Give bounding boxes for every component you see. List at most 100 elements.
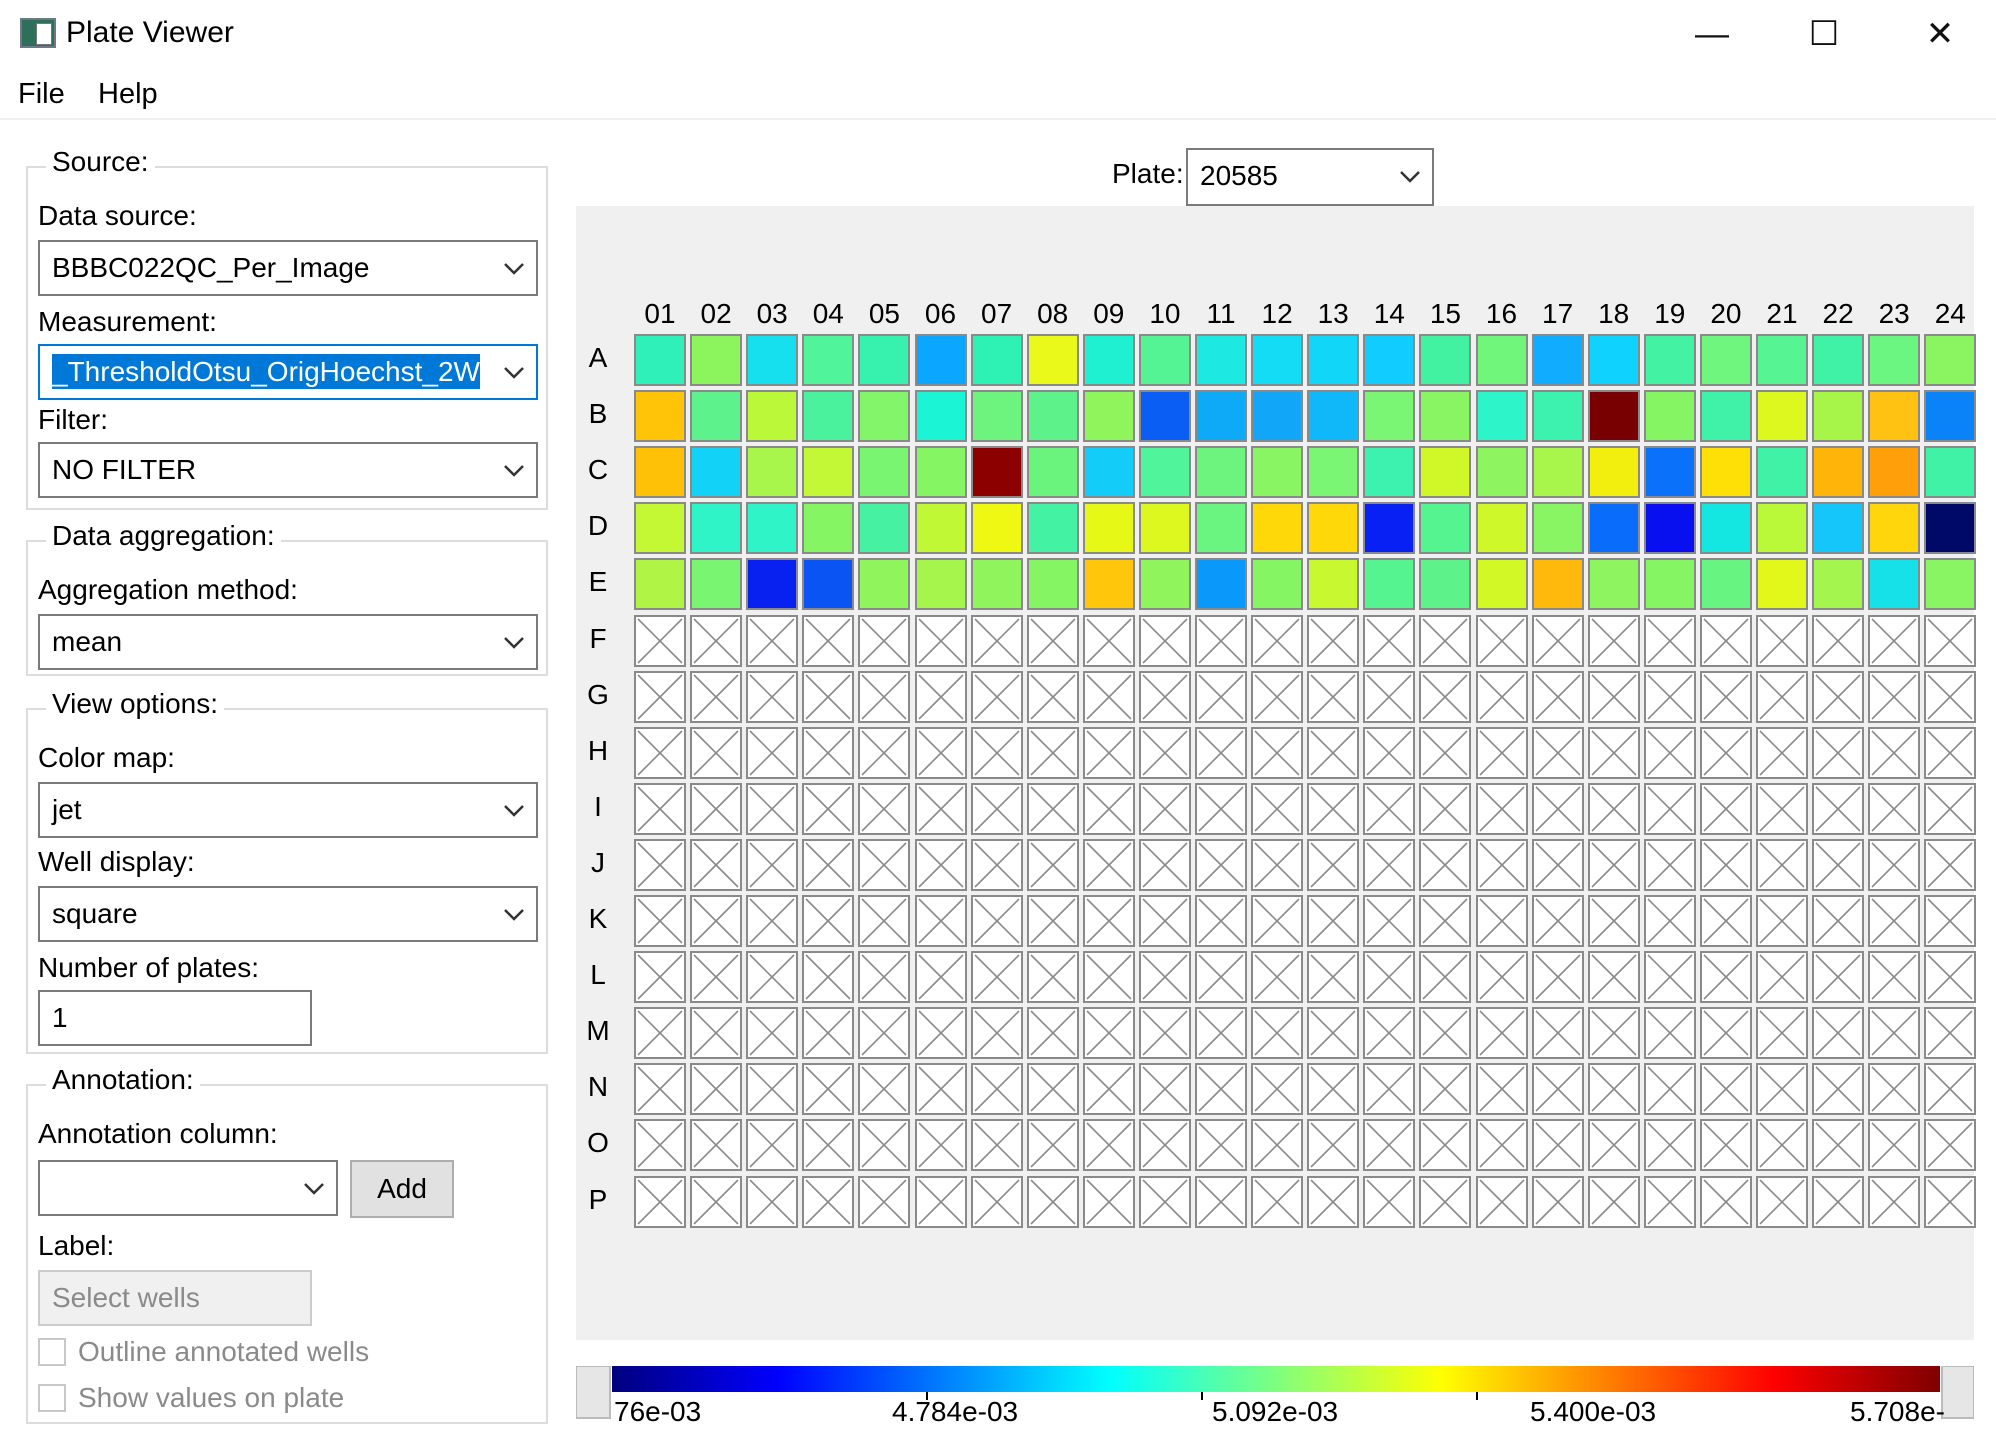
well[interactable] bbox=[802, 502, 855, 555]
well[interactable] bbox=[970, 502, 1023, 555]
well[interactable] bbox=[634, 390, 686, 443]
well-empty[interactable] bbox=[1587, 1063, 1640, 1116]
well-empty[interactable] bbox=[914, 670, 967, 723]
well-empty[interactable] bbox=[1868, 782, 1921, 835]
well-empty[interactable] bbox=[858, 1119, 911, 1172]
well-empty[interactable] bbox=[1363, 614, 1416, 667]
well[interactable] bbox=[1251, 446, 1304, 499]
well[interactable] bbox=[1363, 390, 1416, 443]
well[interactable] bbox=[1195, 390, 1247, 443]
well-empty[interactable] bbox=[690, 1007, 743, 1060]
well-empty[interactable] bbox=[802, 1063, 855, 1116]
well-empty[interactable] bbox=[746, 782, 799, 835]
well-empty[interactable] bbox=[1643, 838, 1696, 891]
well-empty[interactable] bbox=[802, 895, 855, 947]
well-empty[interactable] bbox=[858, 951, 911, 1004]
well-empty[interactable] bbox=[1251, 614, 1304, 667]
well-empty[interactable] bbox=[1475, 895, 1528, 947]
well-empty[interactable] bbox=[914, 1175, 967, 1228]
well-empty[interactable] bbox=[1587, 895, 1640, 947]
well-empty[interactable] bbox=[1026, 1007, 1079, 1060]
well-empty[interactable] bbox=[1924, 951, 1977, 1004]
well-empty[interactable] bbox=[1251, 1007, 1304, 1060]
well[interactable] bbox=[1812, 334, 1865, 386]
well-empty[interactable] bbox=[690, 782, 743, 835]
well[interactable] bbox=[1251, 390, 1304, 443]
well-empty[interactable] bbox=[1868, 726, 1921, 779]
well-empty[interactable] bbox=[1195, 1007, 1247, 1060]
well[interactable] bbox=[1138, 334, 1191, 386]
well[interactable] bbox=[914, 390, 967, 443]
measurement-dropdown[interactable]: _ThresholdOtsu_OrigHoechst_2W bbox=[38, 344, 538, 400]
maximize-button[interactable]: ☐ bbox=[1808, 15, 1840, 53]
well-empty[interactable] bbox=[1699, 614, 1752, 667]
well[interactable] bbox=[1756, 334, 1808, 386]
well-empty[interactable] bbox=[1363, 1063, 1416, 1116]
well[interactable] bbox=[1531, 558, 1584, 611]
well[interactable] bbox=[1643, 390, 1696, 443]
well[interactable] bbox=[914, 446, 967, 499]
well-empty[interactable] bbox=[1195, 782, 1247, 835]
well[interactable] bbox=[1195, 446, 1247, 499]
well[interactable] bbox=[858, 558, 911, 611]
well-empty[interactable] bbox=[1419, 838, 1472, 891]
well[interactable] bbox=[746, 502, 799, 555]
well-empty[interactable] bbox=[1924, 670, 1977, 723]
well[interactable] bbox=[970, 558, 1023, 611]
well[interactable] bbox=[802, 446, 855, 499]
well-empty[interactable] bbox=[1699, 1119, 1752, 1172]
well-empty[interactable] bbox=[634, 782, 686, 835]
well-empty[interactable] bbox=[634, 670, 686, 723]
well-empty[interactable] bbox=[1363, 1119, 1416, 1172]
well-empty[interactable] bbox=[746, 1119, 799, 1172]
well-empty[interactable] bbox=[1587, 782, 1640, 835]
well-empty[interactable] bbox=[1082, 838, 1135, 891]
well[interactable] bbox=[1138, 390, 1191, 443]
well-empty[interactable] bbox=[1475, 1007, 1528, 1060]
well-empty[interactable] bbox=[858, 1175, 911, 1228]
well-empty[interactable] bbox=[1419, 951, 1472, 1004]
well-empty[interactable] bbox=[1082, 1063, 1135, 1116]
well-empty[interactable] bbox=[1868, 1007, 1921, 1060]
well[interactable] bbox=[1643, 502, 1696, 555]
well-empty[interactable] bbox=[1026, 1175, 1079, 1228]
well-empty[interactable] bbox=[1138, 726, 1191, 779]
well-empty[interactable] bbox=[1138, 1007, 1191, 1060]
well[interactable] bbox=[634, 558, 686, 611]
well[interactable] bbox=[1812, 558, 1865, 611]
well-empty[interactable] bbox=[1868, 1119, 1921, 1172]
well-empty[interactable] bbox=[1587, 838, 1640, 891]
well-empty[interactable] bbox=[1812, 1119, 1865, 1172]
well-empty[interactable] bbox=[1756, 782, 1808, 835]
data-source-dropdown[interactable]: BBBC022QC_Per_Image bbox=[38, 240, 538, 296]
well[interactable] bbox=[1531, 502, 1584, 555]
well-empty[interactable] bbox=[690, 614, 743, 667]
well-empty[interactable] bbox=[1587, 951, 1640, 1004]
well-empty[interactable] bbox=[1924, 726, 1977, 779]
well-empty[interactable] bbox=[1643, 895, 1696, 947]
well-empty[interactable] bbox=[1307, 895, 1360, 947]
add-annotation-button[interactable]: Add bbox=[350, 1160, 454, 1218]
well-empty[interactable] bbox=[1419, 1119, 1472, 1172]
well-empty[interactable] bbox=[802, 951, 855, 1004]
well-empty[interactable] bbox=[1699, 1175, 1752, 1228]
well-empty[interactable] bbox=[1699, 670, 1752, 723]
well[interactable] bbox=[1924, 502, 1977, 555]
well-empty[interactable] bbox=[1812, 895, 1865, 947]
well[interactable] bbox=[1307, 558, 1360, 611]
well-empty[interactable] bbox=[1363, 726, 1416, 779]
well-empty[interactable] bbox=[1643, 670, 1696, 723]
well[interactable] bbox=[1026, 334, 1079, 386]
well-empty[interactable] bbox=[1251, 838, 1304, 891]
well-empty[interactable] bbox=[1419, 614, 1472, 667]
well-empty[interactable] bbox=[1363, 1007, 1416, 1060]
well-empty[interactable] bbox=[1419, 782, 1472, 835]
well-empty[interactable] bbox=[1643, 1175, 1696, 1228]
well-empty[interactable] bbox=[1251, 895, 1304, 947]
well-empty[interactable] bbox=[746, 1007, 799, 1060]
well-empty[interactable] bbox=[1587, 1119, 1640, 1172]
well-empty[interactable] bbox=[1419, 895, 1472, 947]
well[interactable] bbox=[1868, 334, 1921, 386]
well[interactable] bbox=[1419, 558, 1472, 611]
close-button[interactable]: ✕ bbox=[1925, 15, 1955, 53]
